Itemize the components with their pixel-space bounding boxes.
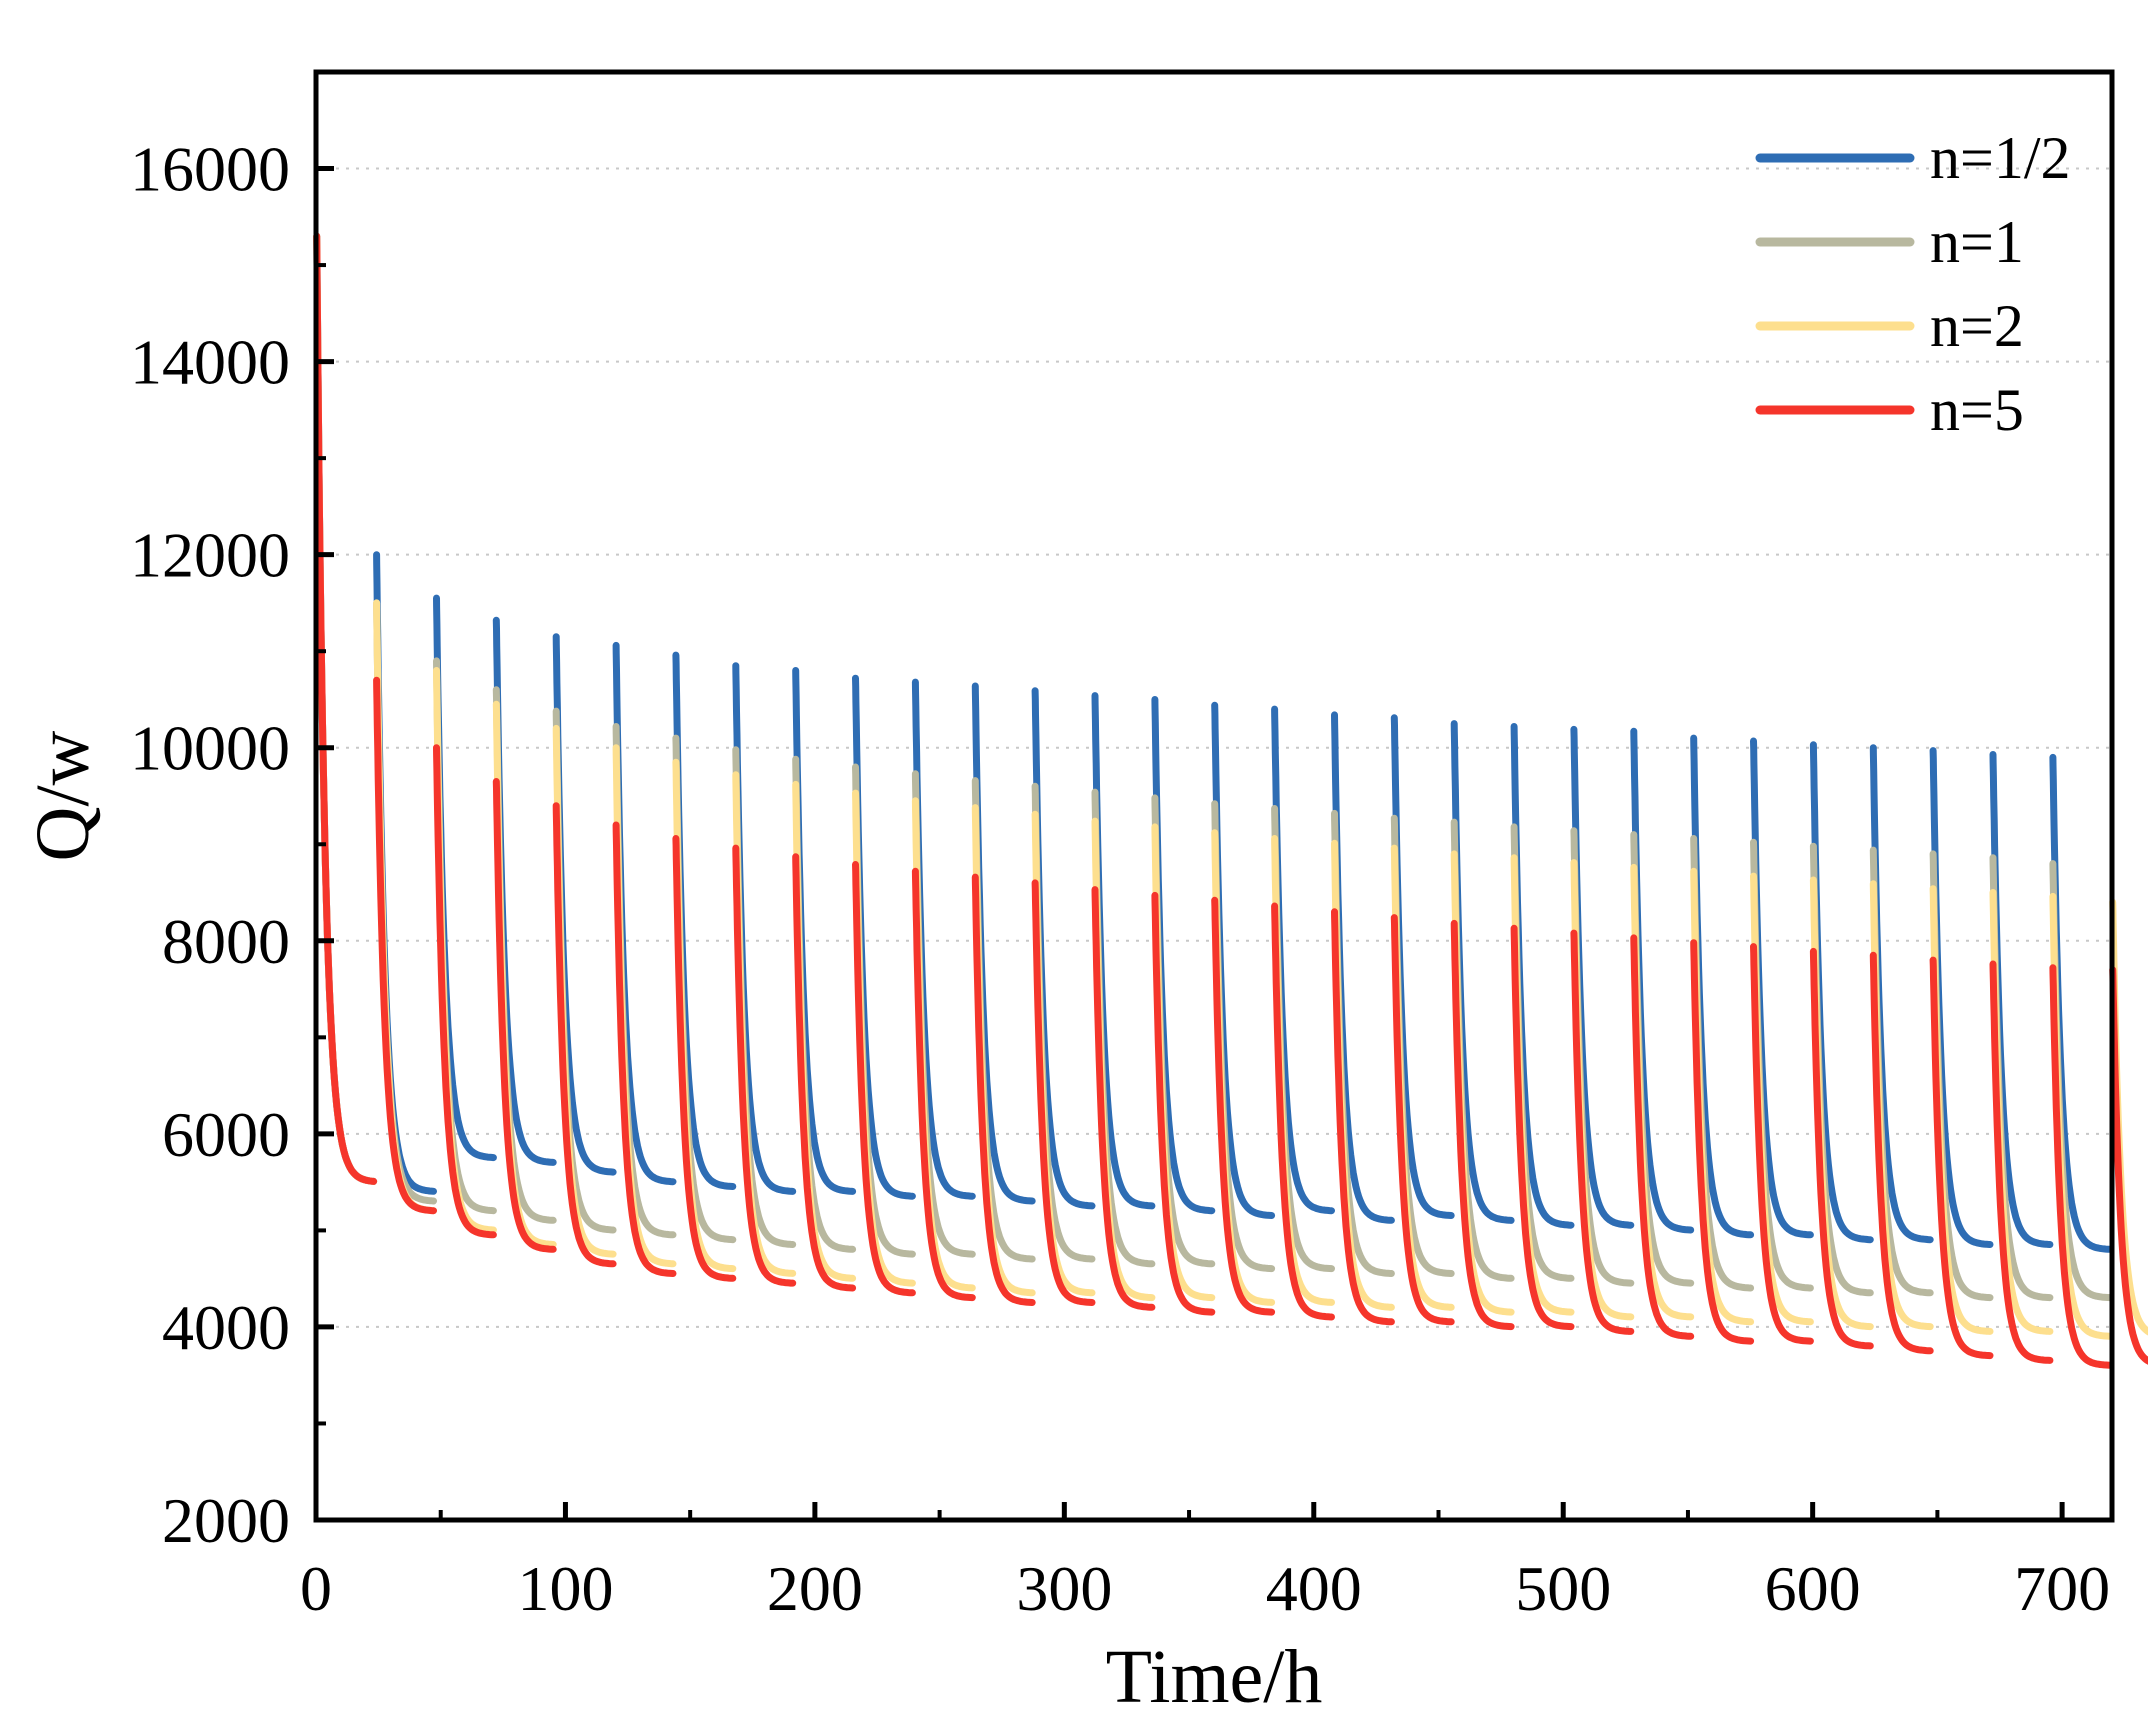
x-tick-label: 700 bbox=[2014, 1553, 2110, 1624]
series-line-n-5-cycle-30 bbox=[2109, 966, 2148, 1365]
y-axis-ticks: 2000 4000 6000 8000 10000 12000 14000 16000 bbox=[130, 134, 334, 1556]
series-line-n-5-cycle-12 bbox=[1031, 879, 1096, 1306]
y-tick-label: 14000 bbox=[130, 327, 290, 398]
series-line-n-5-cycle-15 bbox=[1211, 896, 1276, 1316]
series-line-n-2-cycle-5 bbox=[612, 744, 677, 1268]
series-line-n-2-cycle-20 bbox=[1510, 854, 1575, 1316]
series-line-n-5-cycle-1 bbox=[373, 676, 437, 1215]
x-tick-label: 300 bbox=[1016, 1553, 1112, 1624]
series-line-n-5-cycle-24 bbox=[1750, 943, 1814, 1345]
series-line-n-5-cycle-13 bbox=[1091, 886, 1156, 1311]
series-line-n-5-cycle-0 bbox=[313, 232, 378, 1185]
series-line-n-2-cycle-6 bbox=[672, 758, 737, 1273]
series-line-n-1-2-cycle-1 bbox=[373, 551, 437, 1195]
series-line-n-5-cycle-17 bbox=[1331, 908, 1395, 1326]
y-tick-label: 12000 bbox=[130, 520, 290, 591]
series-line-n-2-cycle-8 bbox=[792, 780, 857, 1282]
x-tick-label: 400 bbox=[1266, 1553, 1362, 1624]
series-line-n-2-cycle-9 bbox=[852, 789, 916, 1287]
x-axis-ticks: 0 100 200 300 400 500 600 700 bbox=[300, 1502, 2110, 1624]
series-line-n-5-cycle-19 bbox=[1450, 919, 1515, 1331]
legend-label: n=1 bbox=[1930, 209, 2024, 275]
series-line-n-5-cycle-26 bbox=[1869, 951, 1934, 1355]
series-line-n-2-cycle-22 bbox=[1630, 863, 1695, 1321]
series-line-n-5-cycle-16 bbox=[1271, 902, 1335, 1321]
series-line-n-5-cycle-3 bbox=[492, 778, 557, 1253]
y-tick-label: 4000 bbox=[162, 1292, 290, 1363]
series-lines bbox=[313, 232, 2148, 1369]
x-tick-label: 0 bbox=[300, 1553, 332, 1624]
series-line-n-2-cycle-12 bbox=[1031, 810, 1096, 1297]
y-tick-label: 16000 bbox=[130, 134, 290, 205]
legend-label: n=1/2 bbox=[1930, 125, 2071, 191]
series-line-n-5-cycle-5 bbox=[612, 821, 677, 1277]
series-line-n-2-cycle-1 bbox=[373, 599, 437, 1215]
series-line-n-5-cycle-4 bbox=[552, 802, 617, 1268]
series-3 bbox=[313, 232, 2148, 1369]
series-line-n-5-cycle-7 bbox=[732, 844, 797, 1287]
series-line-n-5-cycle-10 bbox=[911, 867, 976, 1302]
y-tick-label: 10000 bbox=[130, 713, 290, 784]
series-line-n-2-cycle-19 bbox=[1450, 850, 1515, 1316]
series-line-n-2-cycle-15 bbox=[1211, 829, 1276, 1306]
series-line-n-5-cycle-27 bbox=[1929, 956, 1994, 1360]
series-line-n-5-cycle-9 bbox=[852, 861, 916, 1297]
series-line-n-2-cycle-10 bbox=[911, 797, 976, 1292]
series-line-n-2-cycle-11 bbox=[971, 804, 1036, 1297]
series-line-n-5-cycle-14 bbox=[1151, 891, 1216, 1316]
series-line-n-2-cycle-7 bbox=[732, 771, 797, 1277]
series-line-n-5-cycle-18 bbox=[1390, 914, 1455, 1326]
x-tick-label: 500 bbox=[1515, 1553, 1611, 1624]
series-line-n-5-cycle-23 bbox=[1690, 939, 1755, 1345]
series-line-n-2-cycle-16 bbox=[1271, 835, 1335, 1306]
series-line-n-2-cycle-25 bbox=[1809, 876, 1874, 1331]
y-tick-label: 2000 bbox=[162, 1485, 290, 1556]
x-axis-title: Time/h bbox=[1106, 1635, 1323, 1719]
legend-label: n=2 bbox=[1930, 293, 2024, 359]
series-line-n-5-cycle-29 bbox=[2049, 964, 2114, 1369]
x-tick-label: 100 bbox=[517, 1553, 613, 1624]
series-line-n-5-cycle-22 bbox=[1630, 934, 1695, 1340]
series-line-n-5-cycle-28 bbox=[1989, 960, 2054, 1364]
y-tick-label: 8000 bbox=[162, 906, 290, 977]
series-0 bbox=[313, 232, 2114, 1253]
series-line-n-2-cycle-4 bbox=[552, 724, 617, 1258]
series-line-n-5-cycle-2 bbox=[433, 744, 497, 1239]
legend-label: n=5 bbox=[1930, 377, 2024, 443]
x-tick-label: 600 bbox=[1765, 1553, 1861, 1624]
plot-frame bbox=[313, 69, 2115, 1523]
series-line-n-2-cycle-21 bbox=[1570, 859, 1635, 1321]
series-line-n-5-cycle-6 bbox=[672, 835, 737, 1282]
series-line-n-5-cycle-8 bbox=[792, 853, 857, 1292]
series-line-n-2-cycle-18 bbox=[1390, 844, 1455, 1311]
series-line-n-2-cycle-13 bbox=[1091, 817, 1156, 1302]
series-line-n-5-cycle-25 bbox=[1809, 947, 1874, 1350]
series-line-n-2-cycle-24 bbox=[1750, 872, 1814, 1326]
y-tick-label: 6000 bbox=[162, 1099, 290, 1170]
y-axis-title: Q/w bbox=[21, 730, 105, 861]
series-line-n-2-cycle-23 bbox=[1690, 867, 1755, 1326]
legend: n=1/2 n=1 n=2 n=5 bbox=[1755, 125, 2071, 443]
series-line-n-2-cycle-17 bbox=[1331, 839, 1395, 1311]
series-line-n-5-cycle-21 bbox=[1570, 929, 1635, 1335]
series-line-n-5-cycle-11 bbox=[971, 873, 1036, 1306]
series-line-n-5-cycle-20 bbox=[1510, 924, 1575, 1331]
x-tick-label: 200 bbox=[767, 1553, 863, 1624]
series-line-n-2-cycle-14 bbox=[1151, 823, 1216, 1302]
